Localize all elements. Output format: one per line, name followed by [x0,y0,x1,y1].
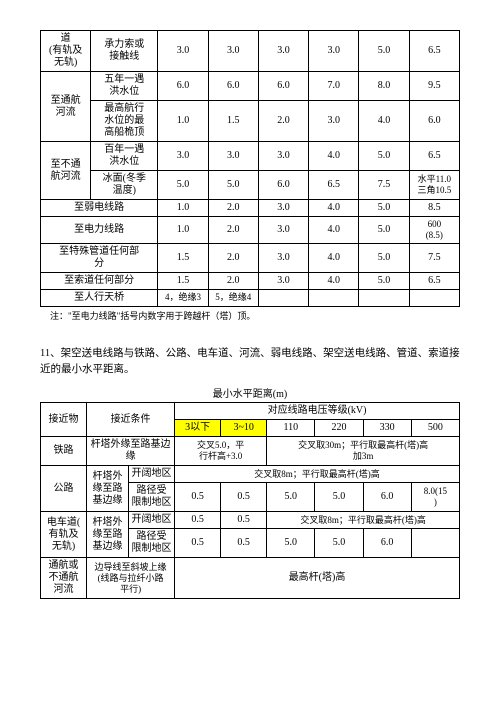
t2-volt-0: 3以下 [175,420,221,437]
t2-h-c2: 接近条件 [87,403,175,437]
t2-tram-cond: 杆塔外缘至路基边缘 [87,512,129,558]
t2-road-cond: 杆塔外缘至路基边缘 [87,466,129,512]
clearance-table-2: 接近物 接近条件 对应线路电压等级(kV) 3以下 3~10 110 220 3… [40,402,460,599]
t2-road-name: 公路 [41,466,87,512]
t2-rail-name: 铁路 [41,437,87,466]
t2-tram-open: 开阔地区 [128,512,174,529]
t2-tram-lim: 路径受限制地区 [128,529,174,558]
t2-volt-4: 330 [363,420,411,437]
t2-river-val: 最高杆(塔)高 [175,558,460,599]
t1-r1-h1: 至通航河流 [41,72,91,142]
t1-r0-v2: 3.0 [258,31,308,72]
t1-r0-v3: 3.0 [309,31,359,72]
t1-r0-v1: 3.0 [208,31,258,72]
t1-r3-h1: 至不通航河流 [41,142,91,200]
t2-road-lim: 路径受限制地区 [128,483,174,512]
t2-rail-c2: 交叉取30m；平行取最高杆(塔)高加3m [267,437,460,466]
t2-h-c1: 接近物 [41,403,87,437]
t2-rail-cond: 杆塔外缘至路基边缘 [87,437,175,466]
t1-r0-v0: 3.0 [158,31,208,72]
t1-r0-v5: 6.5 [409,31,459,72]
t1-r0-v4: 5.0 [359,31,409,72]
t1-r3-h2: 百年一遇洪水位 [91,142,158,171]
t2-rail-c1: 交叉5.0，平行杆高+3.0 [175,437,267,466]
t1-r6-h: 至电力线路 [41,217,158,244]
t2-tram-name: 电车道(有轨及无轨) [41,512,87,558]
t2-volt-2: 110 [267,420,315,437]
t2-river-name: 通航或不通航河流 [41,558,87,599]
table2-caption: 最小水平距离(m) [40,385,460,400]
t1-r0-h1: 道(有轨及无轨) [41,31,91,72]
t1-r9-h: 至人行天桥 [41,289,158,306]
t2-volt-1: 3~10 [221,420,267,437]
t2-tram-openv2: 交叉取8m；平行取最高杆(塔)高 [267,512,460,529]
table1-note: 注："至电力线路"括号内数字用于跨越杆（塔）顶。 [50,309,460,322]
t1-r2-h2: 最高航行水位的最高船桅顶 [91,101,158,142]
t2-river-cond: 边导线至斜坡上缘(线路与拉纤小路平行) [87,558,175,599]
t1-r5-h: 至弱电线路 [41,200,158,217]
t2-road-openv: 交叉取8m；平行取最高杆(塔)高 [175,466,460,483]
t2-road-open: 开阔地区 [128,466,174,483]
t1-r1-h2: 五年一遇洪水位 [91,72,158,101]
section-11-title: 11、架空送电线路与铁路、公路、电车道、河流、弱电线路、架空送电线路、管道、索道… [40,346,460,380]
t1-r0-h2: 承力索或接触线 [91,31,158,72]
t1-r8-h: 至索道任何部分 [41,272,158,289]
clearance-table-1: 道(有轨及无轨) 承力索或接触线 3.0 3.0 3.0 3.0 5.0 6.5… [40,30,460,307]
t1-r4-h2: 冰面(冬季温度) [91,171,158,200]
t2-h-c3: 对应线路电压等级(kV) [175,403,460,420]
t1-r7-h: 至特殊管道任何部分 [41,243,158,272]
t2-volt-5: 500 [411,420,459,437]
t2-volt-3: 220 [315,420,363,437]
